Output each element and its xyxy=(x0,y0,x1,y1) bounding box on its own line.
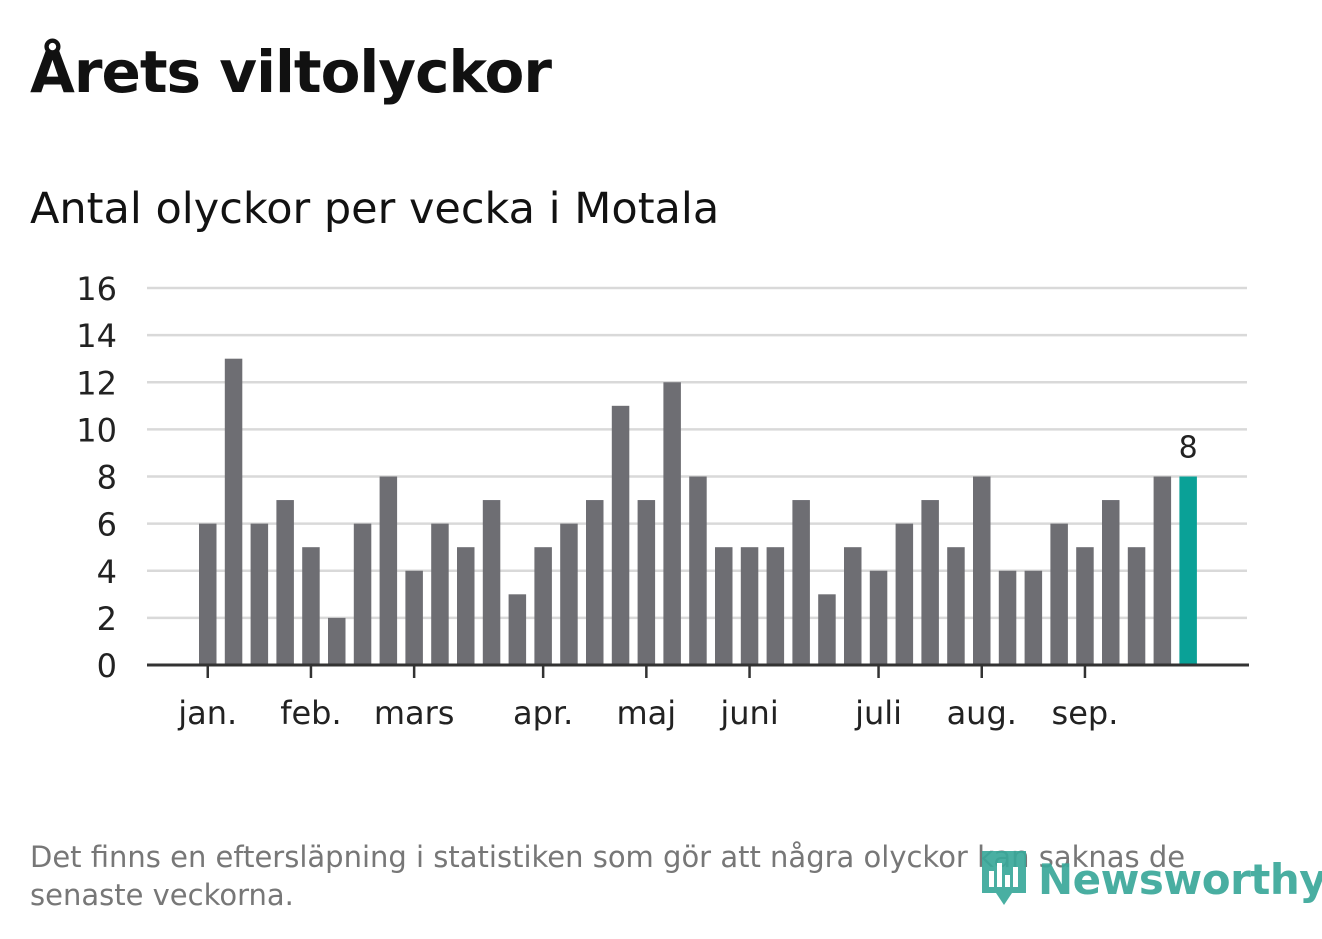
bar xyxy=(302,547,320,665)
highlight-value-label: 8 xyxy=(1179,431,1198,466)
bar xyxy=(508,594,527,665)
bar xyxy=(482,500,501,665)
bar xyxy=(199,523,217,665)
bar xyxy=(560,523,578,665)
bar xyxy=(895,523,914,665)
bar-chart-bubble-icon xyxy=(982,851,1026,905)
bar xyxy=(921,500,939,665)
bar xyxy=(844,547,862,665)
x-tick-label: jan. xyxy=(177,694,237,732)
bar xyxy=(353,523,372,665)
bar xyxy=(431,523,449,665)
bar xyxy=(611,405,630,665)
bar xyxy=(250,523,269,665)
bar xyxy=(379,476,398,665)
logo-text: Newsworthy xyxy=(1038,854,1322,904)
bar xyxy=(1153,476,1172,665)
bar xyxy=(457,547,475,665)
bar xyxy=(740,547,759,665)
bar xyxy=(1102,500,1120,665)
newsworthy-logo: Newsworthy xyxy=(978,846,1322,912)
bars xyxy=(199,358,1197,665)
chart-title: Årets viltolyckor xyxy=(30,38,552,106)
bar xyxy=(947,547,965,665)
bar xyxy=(276,500,294,665)
bar xyxy=(1050,523,1068,665)
y-tick-label: 14 xyxy=(76,317,117,355)
bar xyxy=(405,570,423,665)
bar xyxy=(663,382,681,665)
y-tick-label: 6 xyxy=(97,506,117,544)
x-tick-label: juni xyxy=(719,694,778,732)
bar xyxy=(637,500,656,665)
x-tick-label: sep. xyxy=(1052,694,1119,732)
y-tick-label: 16 xyxy=(76,270,117,308)
x-tick-label: juli xyxy=(854,694,902,732)
data-labels: 8 xyxy=(1179,431,1198,466)
bar xyxy=(689,476,707,665)
bar xyxy=(1024,570,1043,665)
x-axis-ticks: jan. feb. mars apr. maj juni juli aug. sep. xyxy=(177,665,1118,732)
bar-chart: 0 2 4 6 8 10 12 14 16 jan. feb. mars apr. maj juni jul… xyxy=(76,270,1249,732)
y-tick-label: 4 xyxy=(97,553,117,591)
bar xyxy=(586,500,604,665)
bar xyxy=(998,570,1017,665)
bar xyxy=(1127,547,1146,665)
bar xyxy=(869,570,888,665)
x-tick-label: mars xyxy=(374,694,455,732)
x-tick-label: feb. xyxy=(280,694,341,732)
y-tick-label: 12 xyxy=(76,364,117,402)
bar xyxy=(973,476,991,665)
x-tick-label: apr. xyxy=(513,694,573,732)
chart-subtitle: Antal olyckor per vecka i Motala xyxy=(30,184,720,234)
bar xyxy=(224,358,243,665)
y-tick-label: 0 xyxy=(97,647,117,685)
bar xyxy=(1076,547,1094,665)
bar xyxy=(818,594,836,665)
bar xyxy=(792,500,810,665)
bar xyxy=(328,617,346,665)
bar-highlight xyxy=(1179,476,1197,665)
y-tick-label: 2 xyxy=(97,600,117,638)
bar xyxy=(534,547,552,665)
x-tick-label: maj xyxy=(617,694,677,732)
y-tick-label: 10 xyxy=(76,411,117,449)
bar xyxy=(766,547,785,665)
x-tick-label: aug. xyxy=(947,694,1017,732)
y-tick-label: 8 xyxy=(97,459,117,497)
bar xyxy=(715,547,733,665)
y-axis-ticks: 0 2 4 6 8 10 12 14 16 xyxy=(76,270,117,685)
